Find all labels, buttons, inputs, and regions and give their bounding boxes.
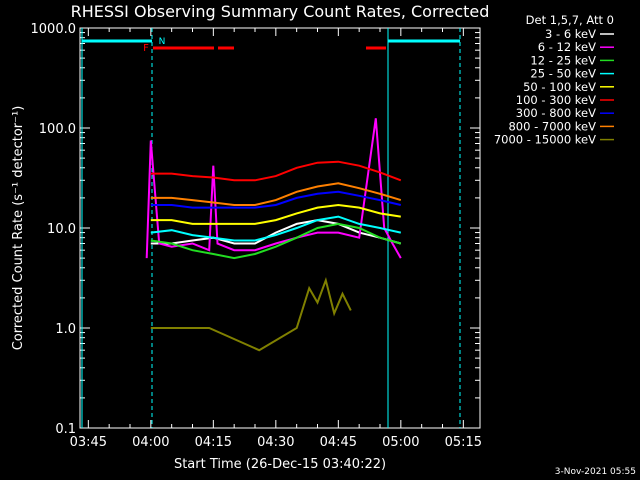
x-tick-label: 04:30 bbox=[257, 435, 294, 450]
legend-label: 800 - 7000 keV bbox=[508, 119, 596, 133]
legend-label: 25 - 50 keV bbox=[530, 67, 596, 81]
x-axis-label: Start Time (26-Dec-15 03:40:22) bbox=[174, 457, 386, 472]
legend-label: 12 - 25 keV bbox=[530, 53, 596, 67]
legend-label: 6 - 12 keV bbox=[538, 40, 596, 54]
y-tick-label: 10.0 bbox=[47, 222, 76, 237]
series-line-300-800-kev bbox=[150, 190, 402, 209]
series-line-100-300-kev bbox=[150, 160, 402, 182]
series-line-800-7000-kev bbox=[150, 182, 402, 206]
x-tick-label: 05:00 bbox=[382, 435, 419, 450]
flare-annotation: F bbox=[143, 43, 149, 54]
series-line-50-100-kev bbox=[150, 203, 401, 225]
legend-label: 300 - 800 keV bbox=[516, 106, 596, 120]
night-annotation: N bbox=[159, 37, 166, 47]
series-line-7000-15000-kev bbox=[150, 276, 352, 352]
x-tick-label: 04:00 bbox=[132, 435, 169, 450]
x-tick-label: 05:15 bbox=[445, 435, 482, 450]
x-ticks: 03:45 04:00 04:15 04:30 04:45 05:00 05:15 bbox=[70, 28, 482, 450]
y-tick-label: 1.0 bbox=[55, 322, 76, 337]
x-tick-label: 04:45 bbox=[320, 435, 357, 450]
legend-label: 3 - 6 keV bbox=[545, 27, 596, 41]
x-tick-label: 03:45 bbox=[70, 435, 107, 450]
chart-title: RHESSI Observing Summary Count Rates, Co… bbox=[71, 2, 490, 21]
legend-header: Det 1,5,7, Att 0 bbox=[526, 13, 614, 27]
series-line-6-12-kev bbox=[145, 118, 402, 259]
legend-label: 7000 - 15000 keV bbox=[494, 133, 596, 147]
y-ticks: 0.1 1.0 10.0 100.0 1000.0 bbox=[31, 22, 480, 437]
series-lines bbox=[145, 118, 402, 352]
y-tick-label: 1000.0 bbox=[31, 22, 77, 37]
y-tick-label: 100.0 bbox=[39, 122, 76, 137]
series-line-25-50-kev bbox=[150, 215, 402, 242]
flag-markers: FN bbox=[81, 28, 461, 428]
legend-label: 50 - 100 keV bbox=[523, 80, 596, 94]
footer-date: 3-Nov-2021 05:55 bbox=[555, 467, 636, 477]
x-tick-label: 04:15 bbox=[195, 435, 232, 450]
y-tick-label: 0.1 bbox=[55, 422, 76, 437]
axes-frame bbox=[79, 27, 481, 429]
legend-label: 100 - 300 keV bbox=[516, 93, 596, 107]
series-line-12-25-kev bbox=[150, 222, 402, 260]
y-axis-label: Corrected Count Rate (s⁻¹ detector⁻¹) bbox=[11, 106, 26, 351]
plot-frame bbox=[79, 27, 481, 429]
